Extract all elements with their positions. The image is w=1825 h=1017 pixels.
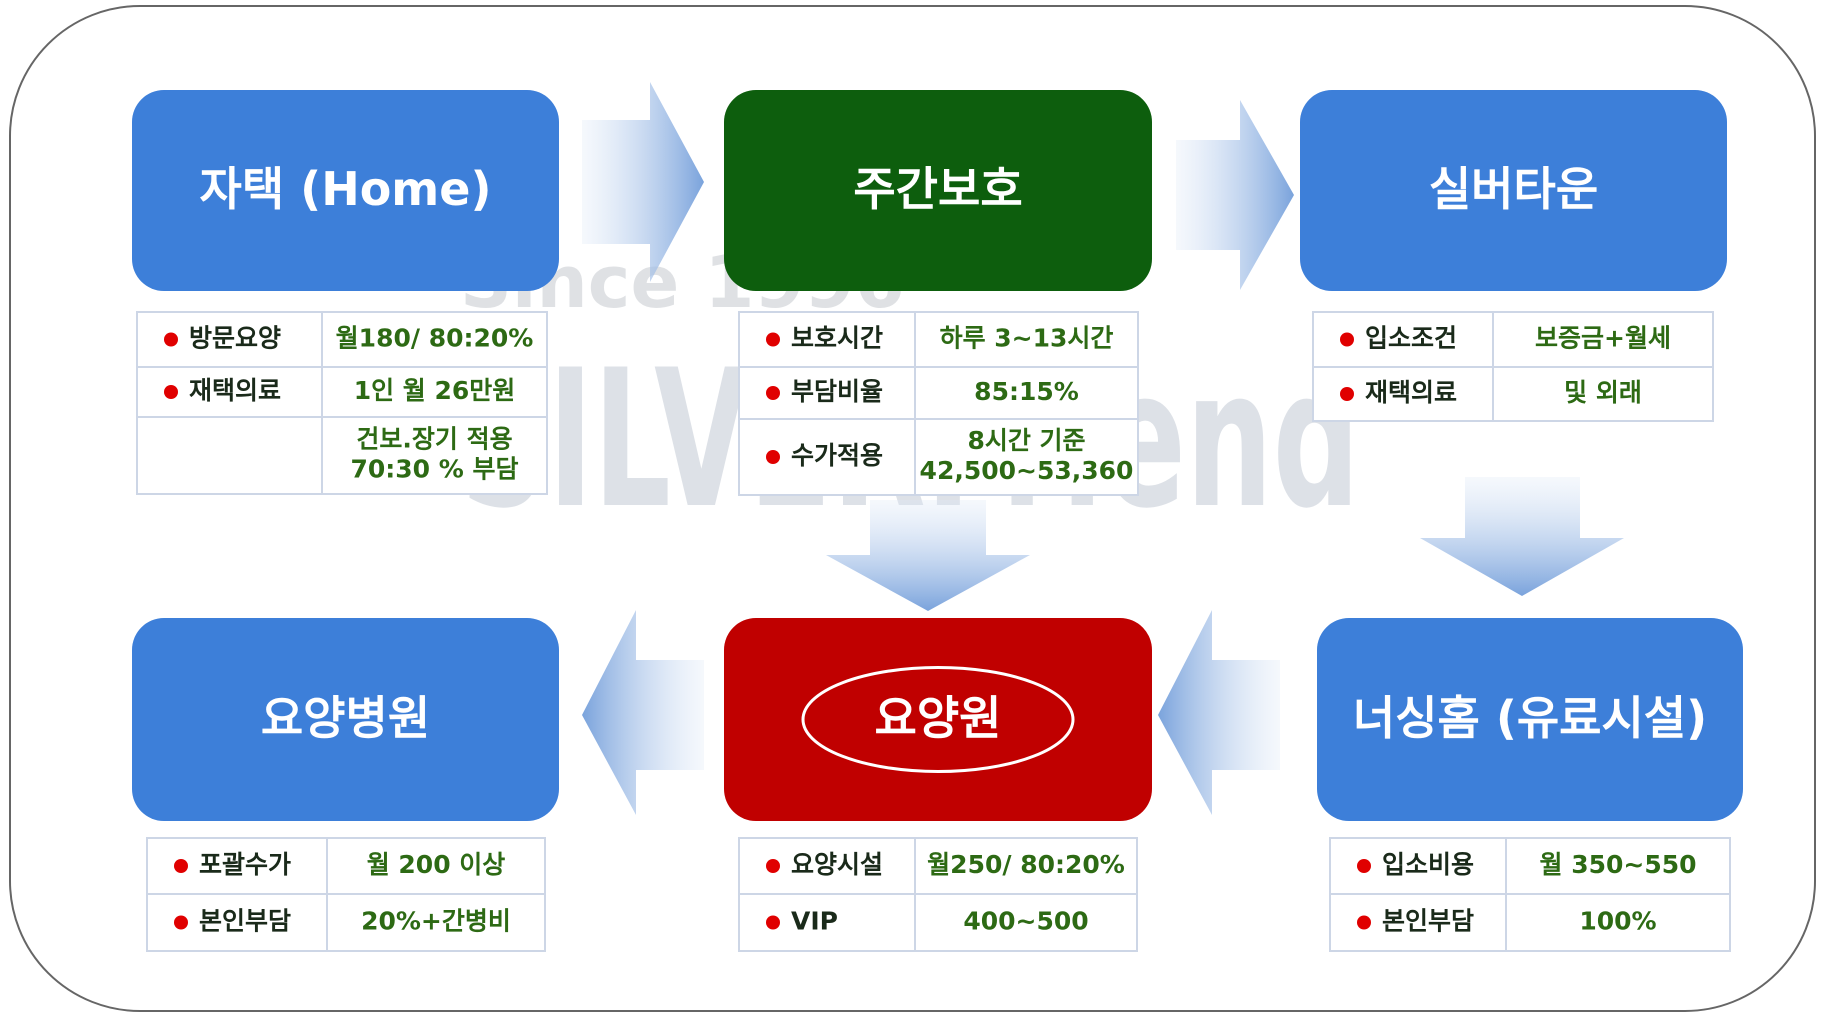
- table-cell: [1505, 893, 1731, 952]
- node-box: [132, 618, 559, 821]
- table-cell: [914, 366, 1139, 420]
- table-cell: [914, 418, 1139, 496]
- node-label: 요양원: [875, 691, 1002, 745]
- row-label: 입소비용: [1382, 850, 1474, 879]
- bullet: [1357, 859, 1371, 873]
- arrow-down: [826, 500, 1030, 611]
- node-box: [1317, 618, 1743, 821]
- table-cell: [1492, 311, 1714, 368]
- node-label: 너싱홈 (유료시설): [1353, 691, 1707, 745]
- table-cell: [321, 366, 548, 418]
- row-label: 보호시간: [791, 324, 883, 353]
- table-cell: [321, 416, 548, 495]
- row-label: 본인부담: [199, 907, 291, 936]
- row-value: 400~500: [963, 907, 1088, 936]
- row-value: 1인 월 26만원: [354, 376, 516, 405]
- bullet: [1340, 332, 1354, 347]
- arrow-left: [1158, 610, 1280, 815]
- row-value: 건보.장기 적용: [356, 425, 512, 454]
- bullet: [766, 450, 780, 464]
- node-label: 요양병원: [261, 691, 430, 745]
- node-label: 실버타운: [1429, 162, 1598, 216]
- row-value: 100%: [1579, 907, 1656, 936]
- bullet: [164, 332, 178, 347]
- row-value: 8시간 기준: [967, 426, 1085, 455]
- row-label: 부담비율: [791, 377, 883, 406]
- table-cell: [136, 416, 323, 495]
- bullet: [1340, 387, 1354, 401]
- row-value: 70:30 % 부담: [350, 455, 518, 484]
- table-cell: [1312, 366, 1494, 422]
- bullet: [1357, 915, 1371, 930]
- row-value: 월250/ 80:20%: [927, 850, 1125, 879]
- row-label: 요양시설: [791, 850, 883, 879]
- node-box: [1300, 90, 1727, 291]
- bullet: [766, 915, 780, 930]
- arrow-right: [582, 82, 704, 282]
- bullet: [766, 332, 780, 347]
- arrow-left: [582, 610, 704, 815]
- row-label: 입소조건: [1365, 324, 1457, 353]
- row-label: 수가적용: [791, 441, 883, 470]
- table-cell: [914, 837, 1138, 895]
- node-ellipse: [801, 666, 1075, 773]
- row-value: 20%+간병비: [361, 907, 511, 936]
- row-label: 방문요양: [189, 324, 281, 353]
- node-box: [132, 90, 559, 291]
- bullet: [164, 385, 178, 399]
- row-label: VIP: [791, 907, 838, 936]
- bullet: [766, 386, 780, 400]
- table-cell: [1492, 366, 1714, 422]
- node-label: 자택 (Home): [200, 162, 492, 216]
- node-box: [724, 90, 1152, 291]
- row-value: 보증금+월세: [1535, 324, 1671, 353]
- row-value: 42,500~53,360: [920, 456, 1134, 485]
- row-value: 및 외래: [1564, 378, 1642, 407]
- row-value: 월 200 이상: [367, 850, 506, 879]
- table-cell: [326, 837, 546, 895]
- table-cell: [914, 893, 1138, 952]
- bullet: [766, 859, 780, 873]
- row-label: 포괄수가: [199, 850, 291, 879]
- row-label: 재택의료: [189, 376, 281, 405]
- node-label: 주간보호: [853, 162, 1022, 216]
- bullet: [174, 859, 188, 873]
- row-value: 85:15%: [974, 377, 1079, 406]
- row-label: 본인부담: [1382, 907, 1474, 936]
- row-value: 월180/ 80:20%: [336, 324, 534, 353]
- table-cell: [326, 893, 546, 952]
- row-label: 재택의료: [1365, 378, 1457, 407]
- arrow-right: [1176, 100, 1294, 290]
- row-value: 월 350~550: [1539, 850, 1696, 879]
- node-box: [724, 618, 1152, 821]
- bullet: [174, 915, 188, 930]
- arrow-down: [1420, 477, 1624, 596]
- table-cell: [321, 311, 548, 368]
- table-cell: [914, 311, 1139, 368]
- row-value: 하루 3~13시간: [940, 324, 1114, 353]
